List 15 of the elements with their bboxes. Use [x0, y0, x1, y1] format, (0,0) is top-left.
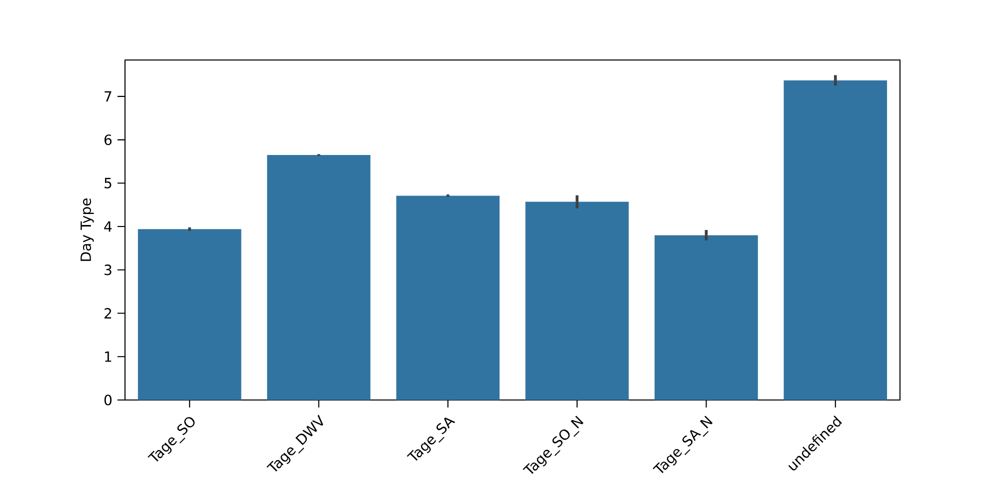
bar — [654, 235, 758, 400]
y-tick-label: 5 — [104, 178, 112, 188]
y-tick-label: 2 — [104, 308, 112, 318]
bar — [525, 202, 629, 400]
y-axis-title: Day Type — [80, 198, 94, 261]
y-tick-label: 6 — [104, 134, 112, 146]
bar — [267, 154, 370, 400]
y-tick-label: 4 — [104, 221, 112, 232]
bar — [396, 196, 500, 400]
y-tick-label: 0 — [104, 394, 112, 406]
bar — [784, 80, 888, 400]
bar — [138, 229, 242, 400]
y-tick-label: 7 — [104, 91, 112, 102]
y-tick-label: 1 — [105, 351, 112, 362]
y-tick-label: 3 — [104, 264, 112, 276]
